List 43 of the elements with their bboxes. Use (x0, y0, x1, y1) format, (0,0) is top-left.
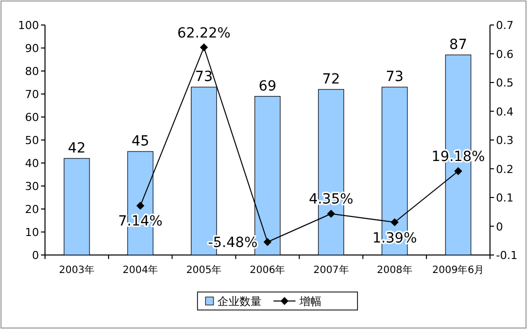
point (390, 218, 399, 226)
y2-tick-label: 0.2 (496, 162, 514, 176)
y-tick-label: 70 (25, 88, 39, 101)
legend-label: 增幅 (298, 295, 322, 308)
point (327, 210, 336, 218)
y-tick-label: 30 (25, 180, 39, 193)
y2-tick-label: 0 (496, 220, 503, 234)
point (200, 43, 208, 52)
data-label: 73 (386, 69, 404, 86)
point (264, 238, 272, 246)
legend-label: 企业数量 (218, 295, 262, 308)
y2-tick-label: 0.4 (496, 105, 514, 118)
y-tick-label: 10 (25, 226, 39, 239)
y-tick-label: 50 (25, 134, 39, 147)
data-label: 72 (322, 71, 340, 88)
y2-tick-label: 0.1 (496, 192, 514, 204)
y-tick-label: 40 (25, 157, 39, 170)
data-label: 42 (68, 140, 86, 156)
x-tick-label: 2007年 (313, 264, 349, 276)
y-tick-label: 80 (25, 65, 39, 78)
x-tick-label: 2009年6月 (432, 264, 484, 276)
y2-tick-label: 0.3 (496, 134, 514, 147)
y2-tick-label: 0.6 (496, 48, 514, 61)
data-label: 62.22% (177, 25, 231, 42)
x-tick-label: 2008年 (376, 264, 412, 276)
data-label: 45 (131, 134, 150, 150)
y-tick-label: 90 (25, 42, 39, 55)
y2-tick-label: -0.1 (496, 249, 518, 262)
y-tick-label: 100 (18, 19, 39, 32)
y2-tick-label: 0.7 (496, 19, 514, 32)
y2-tick-label: 0.5 (496, 76, 514, 90)
data-label: 87 (449, 36, 468, 53)
x-tick-label: 2005年 (186, 264, 222, 276)
y-tick-label: 20 (25, 203, 39, 216)
x-tick-label: 2003年 (59, 264, 95, 276)
x-tick-label: 2004年 (122, 264, 158, 276)
data-label: 69 (258, 78, 276, 94)
y-tick-label: 60 (25, 111, 39, 124)
y-tick-label: 0 (32, 249, 39, 262)
point (454, 167, 462, 176)
data-label: 73 (195, 69, 213, 86)
point (136, 202, 144, 210)
x-tick-label: 2006年 (250, 264, 286, 276)
